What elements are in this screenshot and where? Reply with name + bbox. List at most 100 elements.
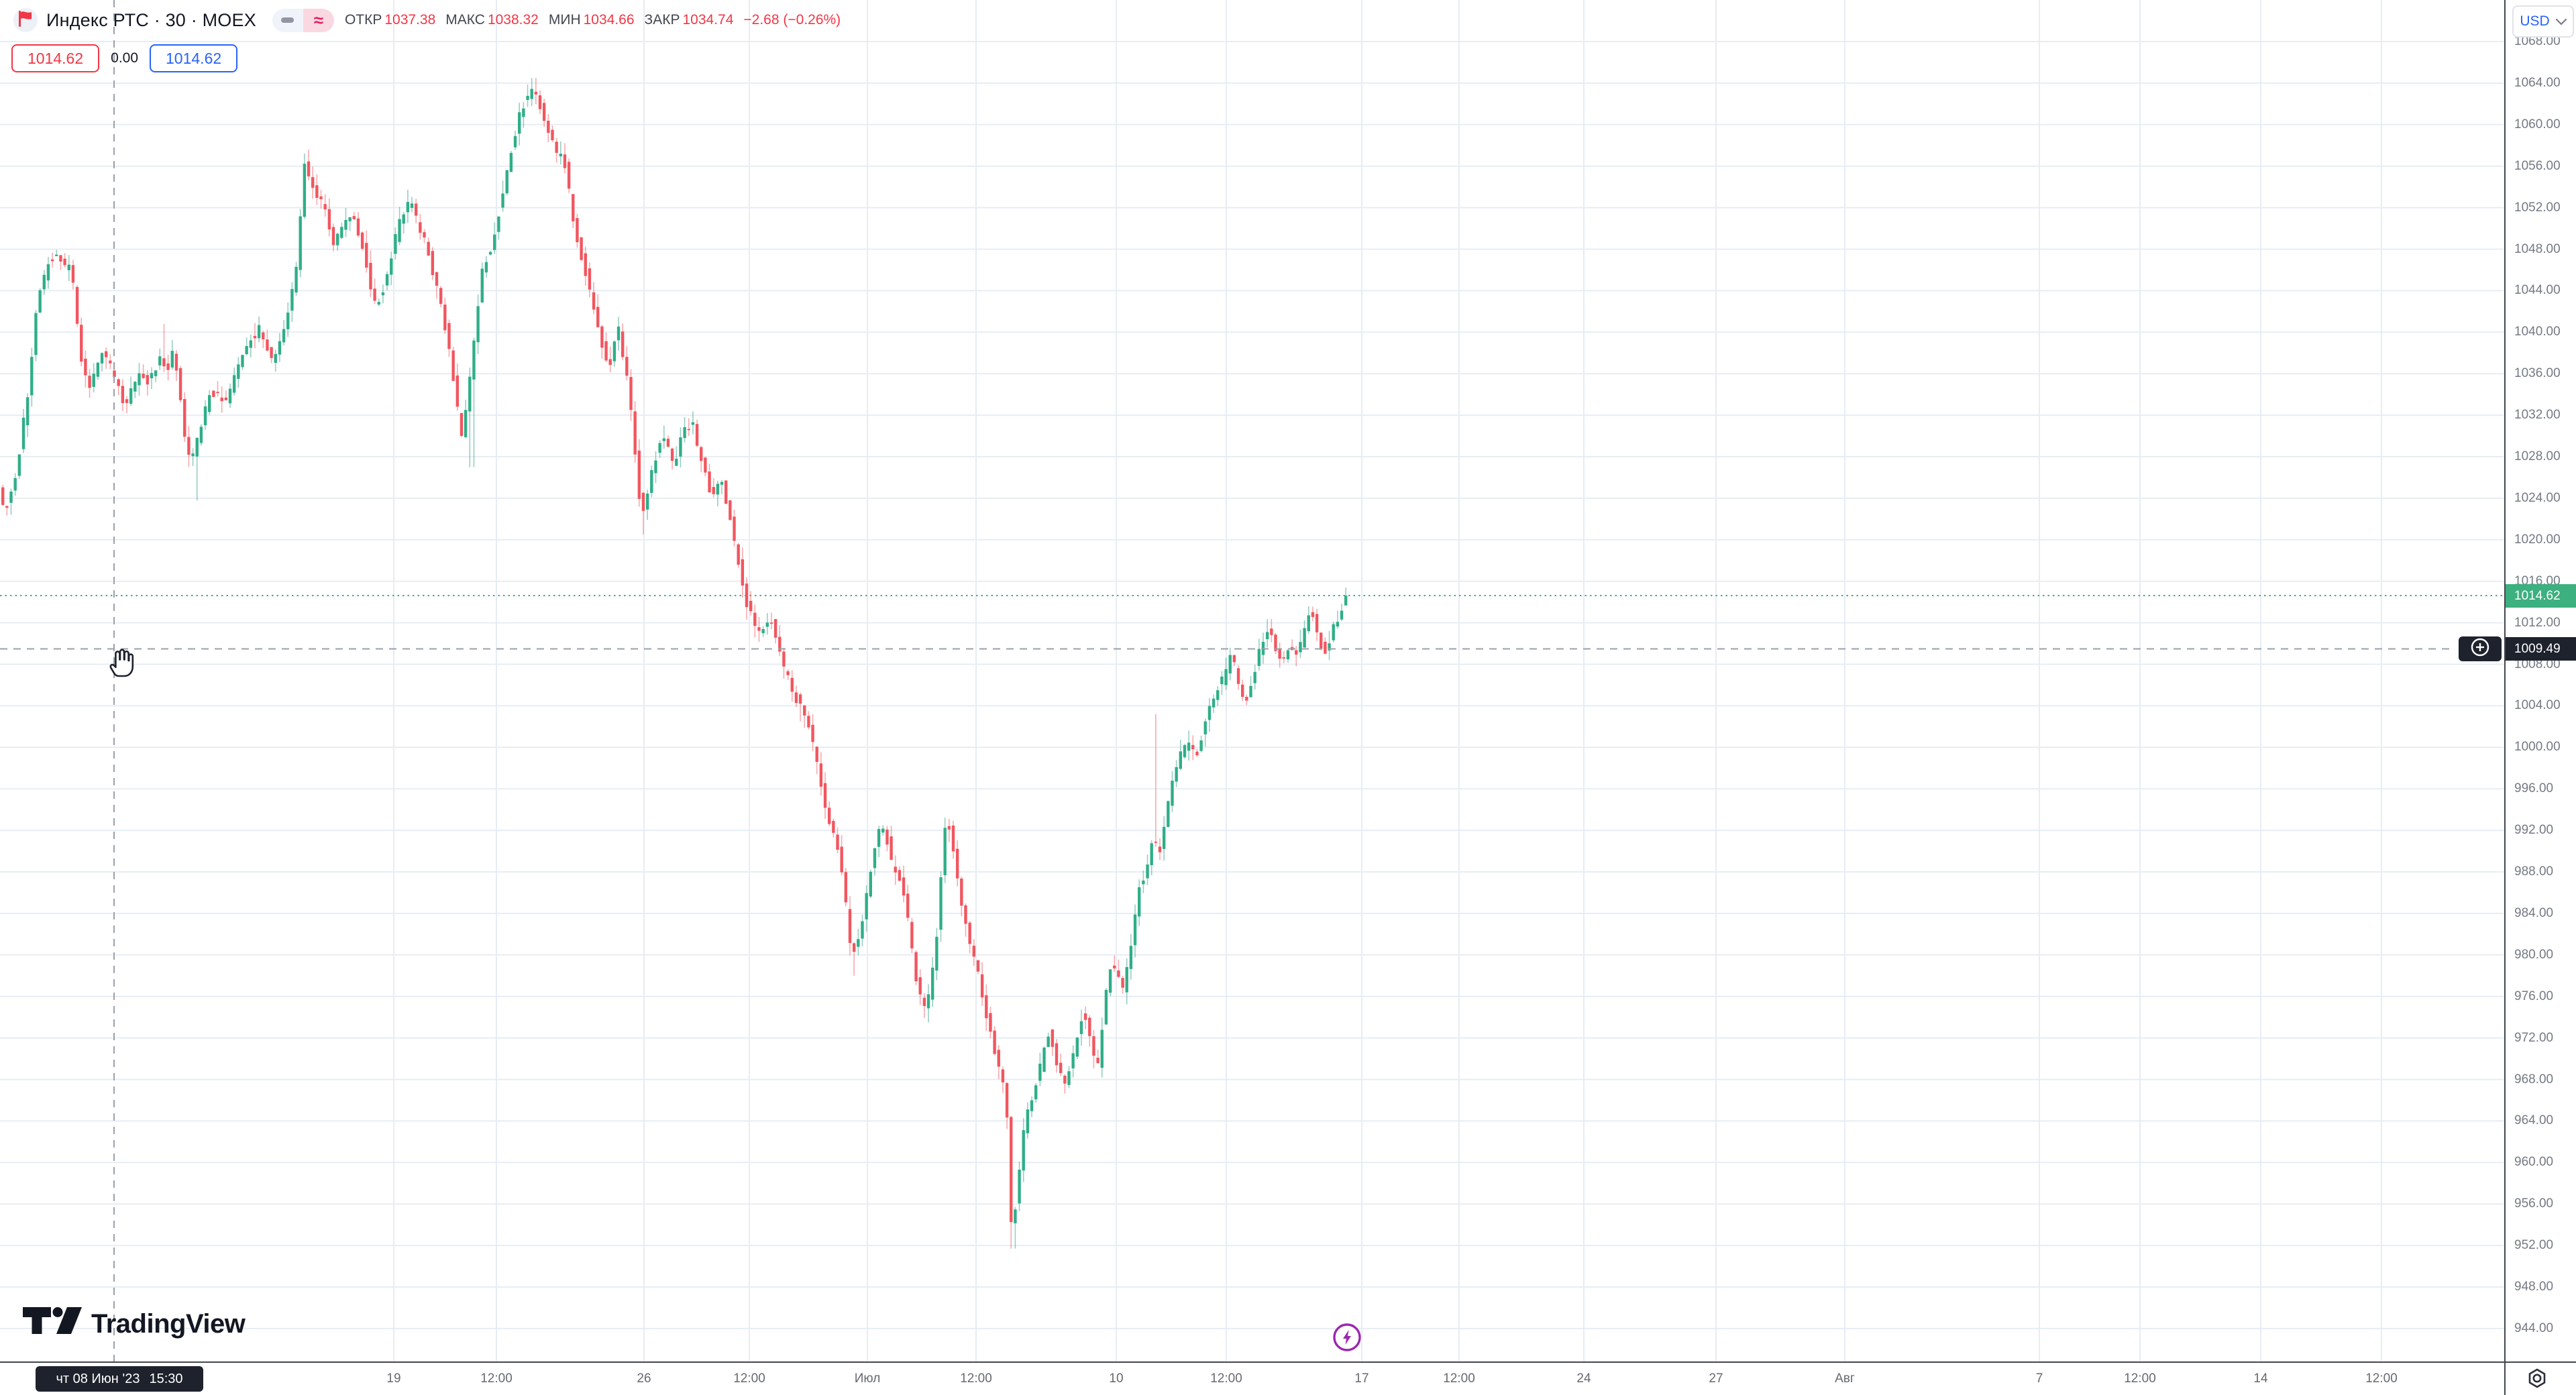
candle xyxy=(1179,739,1182,771)
tradingview-logo-mark xyxy=(23,1307,82,1341)
candle xyxy=(972,939,975,966)
candle xyxy=(1241,679,1244,701)
candle xyxy=(1100,1017,1104,1078)
candle xyxy=(547,113,550,143)
time-tick-label: 27 xyxy=(1709,1372,1723,1386)
candle xyxy=(1042,1046,1046,1073)
candle xyxy=(183,392,186,442)
candle xyxy=(596,294,600,329)
candle xyxy=(109,354,112,370)
symbol-legend: Индекс РТС · 30 · MOEX ≈ ОТКР 1037.38 МА… xyxy=(13,7,851,33)
candle xyxy=(21,408,25,453)
candle xyxy=(1332,621,1335,643)
candle xyxy=(100,352,104,372)
symbol-logo[interactable] xyxy=(13,8,38,32)
candle xyxy=(195,437,199,500)
candle xyxy=(257,316,261,343)
candle xyxy=(794,685,798,708)
candle xyxy=(848,896,852,956)
candle xyxy=(914,950,918,985)
candle xyxy=(922,993,926,1018)
candle xyxy=(1167,800,1170,828)
candle xyxy=(786,669,790,680)
candle xyxy=(534,78,538,105)
candle xyxy=(683,416,686,443)
candle xyxy=(410,197,414,213)
candle xyxy=(1067,1066,1071,1089)
time-tick-label: 12:00 xyxy=(2124,1372,2156,1386)
price-axis[interactable]: 1068.00 1064.00 1060.00 1056.00 1052.00 1048.… xyxy=(2504,0,2576,1361)
toggle-right-segment[interactable]: ≈ xyxy=(303,8,334,32)
candle xyxy=(249,334,252,357)
candle xyxy=(1253,665,1256,689)
candle xyxy=(497,216,500,240)
buy-button[interactable]: 1014.62 xyxy=(150,44,238,72)
close-value: 1034.74 xyxy=(682,12,734,27)
candle xyxy=(365,230,368,273)
minus-icon xyxy=(281,17,294,23)
style-toggle[interactable]: ≈ xyxy=(272,8,334,32)
candle xyxy=(716,480,720,507)
tradingview-logo[interactable]: TradingView xyxy=(23,1307,246,1341)
symbol-title[interactable]: Индекс РТС · 30 · MOEX xyxy=(46,9,256,30)
time-axis[interactable]: 19 12:00 26 12:00 Июл 12:00 10 12:00 17 12:00 24 27… xyxy=(0,1361,2576,1395)
price-tick-label: 956.00 xyxy=(2514,1196,2554,1211)
candle xyxy=(50,252,54,268)
candle xyxy=(1175,760,1178,787)
candle xyxy=(700,445,703,473)
candle xyxy=(778,624,782,657)
candle xyxy=(509,151,513,172)
candle xyxy=(1282,651,1285,664)
candle xyxy=(484,256,488,278)
candle xyxy=(1150,840,1153,876)
add-alert-button[interactable] xyxy=(2459,636,2502,661)
candle xyxy=(910,917,914,954)
time-tick-label: 12:00 xyxy=(960,1372,992,1386)
candle xyxy=(729,500,732,520)
high-value: 1038.32 xyxy=(487,12,539,27)
sell-button[interactable]: 1014.62 xyxy=(11,44,100,72)
toggle-left-segment[interactable] xyxy=(272,8,303,32)
chart-canvas[interactable]: Индекс РТС · 30 · MOEX ≈ ОТКР 1037.38 МА… xyxy=(0,0,2504,1361)
candle xyxy=(1121,975,1124,994)
time-tick-label: 14 xyxy=(2253,1372,2268,1386)
candle xyxy=(1113,955,1116,972)
tradingview-logo-text: TradingView xyxy=(91,1309,246,1339)
currency-label: USD xyxy=(2520,13,2550,29)
price-tick-label: 1020.00 xyxy=(2514,532,2561,547)
price-tick-label: 976.00 xyxy=(2514,989,2554,1003)
candle xyxy=(1154,714,1158,847)
candle xyxy=(25,393,30,437)
candle xyxy=(344,207,347,237)
candle xyxy=(319,190,323,209)
grid-lines xyxy=(0,0,2504,1361)
candle xyxy=(1303,620,1306,649)
candle xyxy=(894,855,897,885)
realtime-status-button[interactable] xyxy=(1332,1322,1362,1353)
candle xyxy=(88,369,91,398)
currency-selector[interactable]: USD xyxy=(2512,5,2574,38)
candle xyxy=(815,746,818,775)
candle xyxy=(530,78,533,107)
candle xyxy=(105,347,108,369)
candle xyxy=(1195,748,1199,757)
change-value: −2.68 (−0.26%) xyxy=(743,12,841,27)
candle xyxy=(142,364,145,380)
candle xyxy=(749,591,753,616)
candle xyxy=(708,463,711,494)
candle xyxy=(468,368,472,467)
price-tick-label: 1056.00 xyxy=(2514,158,2561,173)
candle xyxy=(286,302,290,337)
crosshair-date-label: чт 08 Июн '23 15:30 xyxy=(36,1366,203,1392)
time-tick-label: 19 xyxy=(386,1372,401,1386)
candle xyxy=(348,217,352,231)
red-flag-icon xyxy=(18,10,33,30)
price-tick-label: 1024.00 xyxy=(2514,490,2561,505)
candle xyxy=(600,325,604,359)
candle xyxy=(203,400,207,430)
gear-icon xyxy=(2526,1368,2548,1392)
candle xyxy=(419,213,422,240)
candle xyxy=(1088,1015,1091,1047)
timezone-settings-button[interactable] xyxy=(2524,1367,2551,1392)
